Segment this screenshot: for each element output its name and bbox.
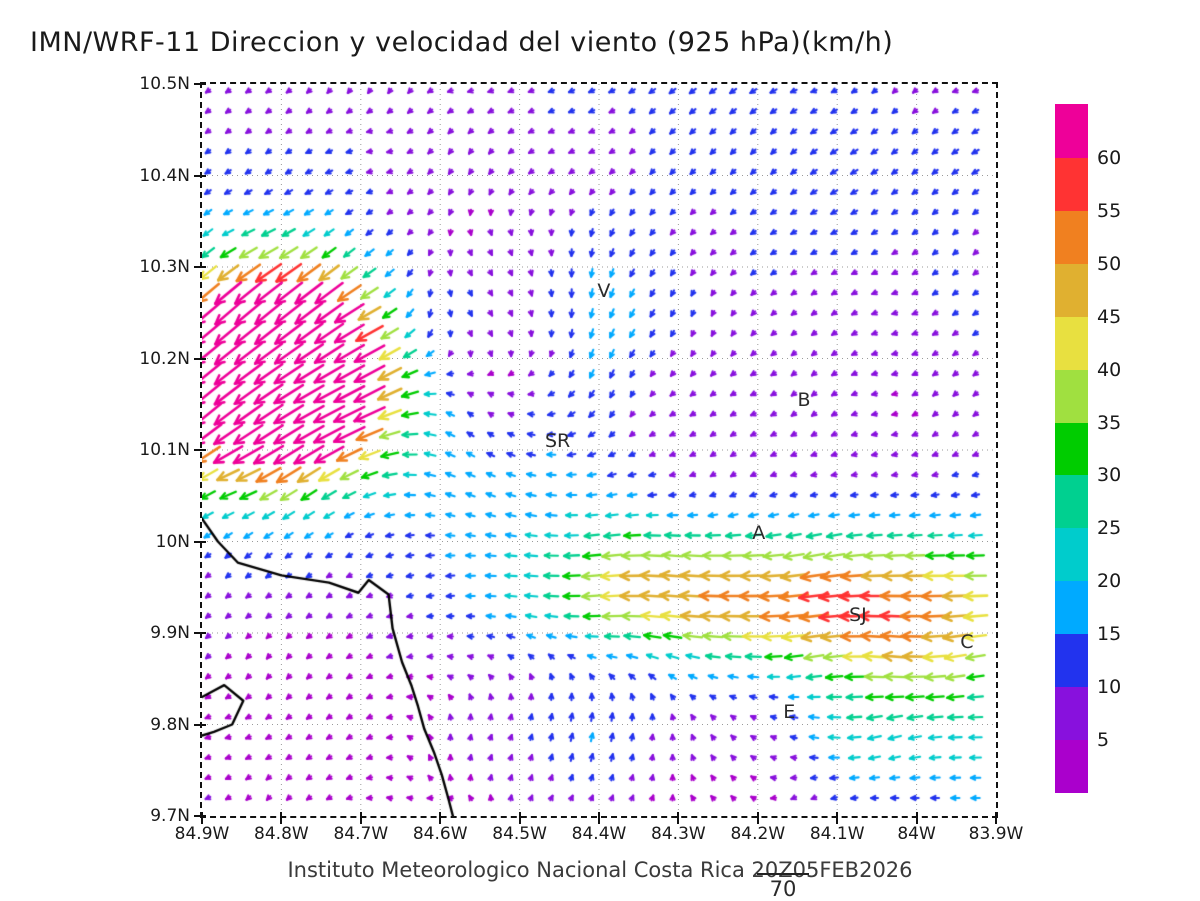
colorbar-band[interactable] (1055, 686, 1088, 741)
colorbar-tick-label: 15 (1097, 623, 1122, 646)
colorbar-band[interactable] (1055, 633, 1088, 688)
y-axis-tick (194, 723, 206, 726)
x-axis-tick (915, 812, 918, 824)
x-axis-tick (359, 812, 362, 824)
colorbar-band[interactable] (1055, 316, 1088, 370)
y-axis-tick-label: 9.9N (150, 623, 190, 643)
x-axis-tick (201, 812, 203, 824)
x-axis-tick (518, 812, 521, 824)
page-title: IMN/WRF-11 Direccion y velocidad del vie… (30, 27, 894, 58)
wind-vector-field (202, 84, 996, 816)
colorbar-tick-label: 20 (1097, 570, 1122, 593)
y-axis-tick-label: 10N (155, 531, 190, 552)
x-axis-tick (756, 812, 759, 824)
x-axis-tick-label: 84.7W (333, 824, 389, 844)
y-axis-tick-label: 10.2N (139, 348, 190, 369)
colorbar-tick-label: 30 (1097, 464, 1122, 487)
y-axis-tick-label: 10.3N (139, 257, 190, 277)
y-axis-tick (194, 815, 206, 817)
colorbar-tick-label: 55 (1097, 199, 1122, 222)
y-axis-tick (194, 83, 206, 85)
x-axis-tick (280, 812, 283, 824)
y-axis-tick-label: 10.4N (139, 165, 190, 186)
x-axis-tick-label: 84.5W (492, 824, 547, 844)
x-axis-tick-label: 83.9W (968, 824, 1024, 844)
colorbar-tick-label: 10 (1097, 676, 1122, 699)
colorbar-band[interactable] (1055, 421, 1088, 476)
colorbar-band[interactable] (1055, 739, 1088, 793)
x-axis-tick-label: 84.6W (412, 824, 468, 844)
x-axis-tick-label: 84.4W (571, 824, 627, 844)
y-axis-tick (194, 266, 206, 268)
colorbar[interactable]: 5 10 15 20 25 30 35 40 45 50 55 60 (1055, 104, 1121, 793)
colorbar-tick-label: 35 (1097, 411, 1122, 434)
y-axis-tick (194, 174, 206, 177)
y-axis-tick (194, 357, 206, 360)
x-axis-tick (836, 812, 839, 824)
y-axis-tick (194, 449, 206, 451)
footer-caption: Instituto Meteorologico Nacional Costa R… (287, 858, 913, 882)
colorbar-tick-label: 25 (1097, 517, 1122, 540)
colorbar-tick-label: 60 (1097, 146, 1122, 169)
x-axis-tick (677, 812, 680, 824)
y-axis-tick-label: 9.7N (150, 806, 190, 826)
x-axis-tick-label: 84.2W (730, 824, 786, 844)
y-axis-tick (194, 632, 206, 634)
colorbar-band[interactable] (1055, 474, 1088, 529)
colorbar-tick-label: 5 (1097, 729, 1110, 752)
colorbar-band[interactable] (1055, 263, 1088, 317)
colorbar-tick-label: 40 (1097, 358, 1122, 381)
colorbar-band[interactable] (1055, 210, 1088, 264)
colorbar-band[interactable] (1055, 157, 1088, 211)
x-axis-tick (598, 812, 600, 824)
colorbar-band[interactable] (1055, 104, 1088, 158)
y-axis-tick-label: 10.5N (139, 74, 190, 94)
colorbar-tick-label: 45 (1097, 305, 1122, 328)
x-axis-tick-label: 84.8W (254, 824, 309, 844)
colorbar-tick-label: 50 (1097, 252, 1122, 275)
y-axis-tick-label: 9.8N (150, 714, 190, 735)
x-axis-tick-label: 84.9W (174, 824, 230, 844)
x-axis-tick (439, 812, 442, 824)
colorbar-band[interactable] (1055, 580, 1088, 635)
x-axis-tick-label: 84.3W (651, 824, 706, 844)
x-axis-tick-label: 84W (897, 824, 936, 844)
x-axis-tick (995, 812, 997, 824)
colorbar-band[interactable] (1055, 369, 1088, 423)
y-axis-tick (194, 540, 206, 543)
colorbar-band[interactable] (1055, 527, 1088, 582)
x-axis-tick-label: 84.1W (809, 824, 865, 844)
y-axis-tick-label: 10.1N (139, 440, 190, 460)
plot-area[interactable] (200, 82, 998, 818)
